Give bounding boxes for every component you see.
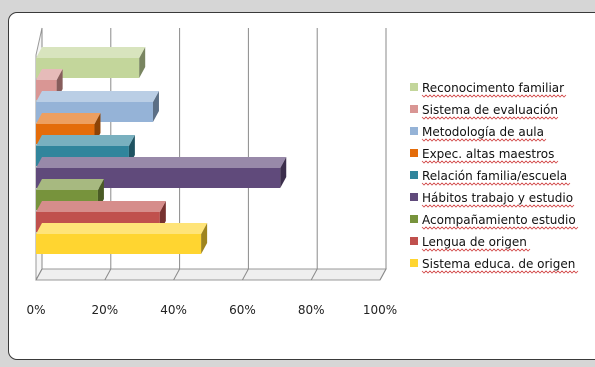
- legend-swatch: [410, 83, 418, 91]
- x-tick-label: 20%: [91, 303, 118, 317]
- bar-top-face: [36, 47, 146, 58]
- bar-top-face: [36, 135, 135, 146]
- legend-label: Expec. altas maestros: [422, 147, 554, 161]
- gridline-floor: [241, 268, 249, 281]
- bar: [36, 234, 202, 254]
- legend-label-underline: [421, 94, 567, 98]
- legend-label: Lengua de origen: [422, 235, 527, 249]
- bar-top-face: [36, 201, 166, 212]
- x-tick-label: 100%: [363, 303, 397, 317]
- floor: [35, 268, 387, 281]
- legend-swatch: [410, 237, 418, 245]
- bar-side: [201, 223, 208, 254]
- legend-swatch: [410, 215, 418, 223]
- legend-swatch: [410, 259, 418, 267]
- bar-top-face: [36, 223, 208, 234]
- legend-label: Metodología de aula: [422, 125, 544, 139]
- bar-side: [152, 91, 159, 122]
- legend-label: Sistema educa. de origen: [422, 257, 575, 271]
- x-tick-label: 0%: [26, 303, 45, 317]
- gridline-floor: [104, 268, 112, 281]
- gridline-floor: [173, 268, 181, 281]
- legend-label-underline: [421, 204, 575, 208]
- bar-top-face: [36, 179, 104, 190]
- x-tick-label: 60%: [229, 303, 256, 317]
- bar-top-face: [36, 69, 63, 80]
- legend-label-underline: [421, 160, 559, 164]
- legend-label-underline: [421, 226, 579, 230]
- legend-label-underline: [421, 138, 547, 142]
- legend-swatch: [410, 127, 418, 135]
- bar-side: [280, 157, 287, 188]
- legend-label-underline: [421, 248, 531, 252]
- legend-label-underline: [421, 270, 579, 274]
- legend-swatch: [410, 193, 418, 201]
- bar-top-face: [36, 91, 159, 102]
- legend-label-underline: [421, 116, 559, 120]
- gridline-floor: [379, 268, 387, 281]
- bar-top-face: [36, 157, 287, 168]
- legend-label: Acompañamiento estudio: [422, 213, 576, 227]
- gridline-floor: [310, 268, 318, 281]
- x-tick-label: 80%: [298, 303, 325, 317]
- legend-swatch: [410, 105, 418, 113]
- x-tick-label: 40%: [160, 303, 187, 317]
- bar-side: [139, 47, 146, 78]
- legend-label: Relación familia/escuela: [422, 169, 567, 183]
- legend-swatch: [410, 171, 418, 179]
- bar-top-face: [36, 113, 101, 124]
- legend-label: Sistema de evaluación: [422, 103, 558, 117]
- legend-label-underline: [421, 182, 571, 186]
- legend-label: Reconocimento familiar: [422, 81, 564, 95]
- legend-label: Hábitos trabajo y estudio: [422, 191, 573, 205]
- legend-swatch: [410, 149, 418, 157]
- gridline-floor: [35, 268, 43, 281]
